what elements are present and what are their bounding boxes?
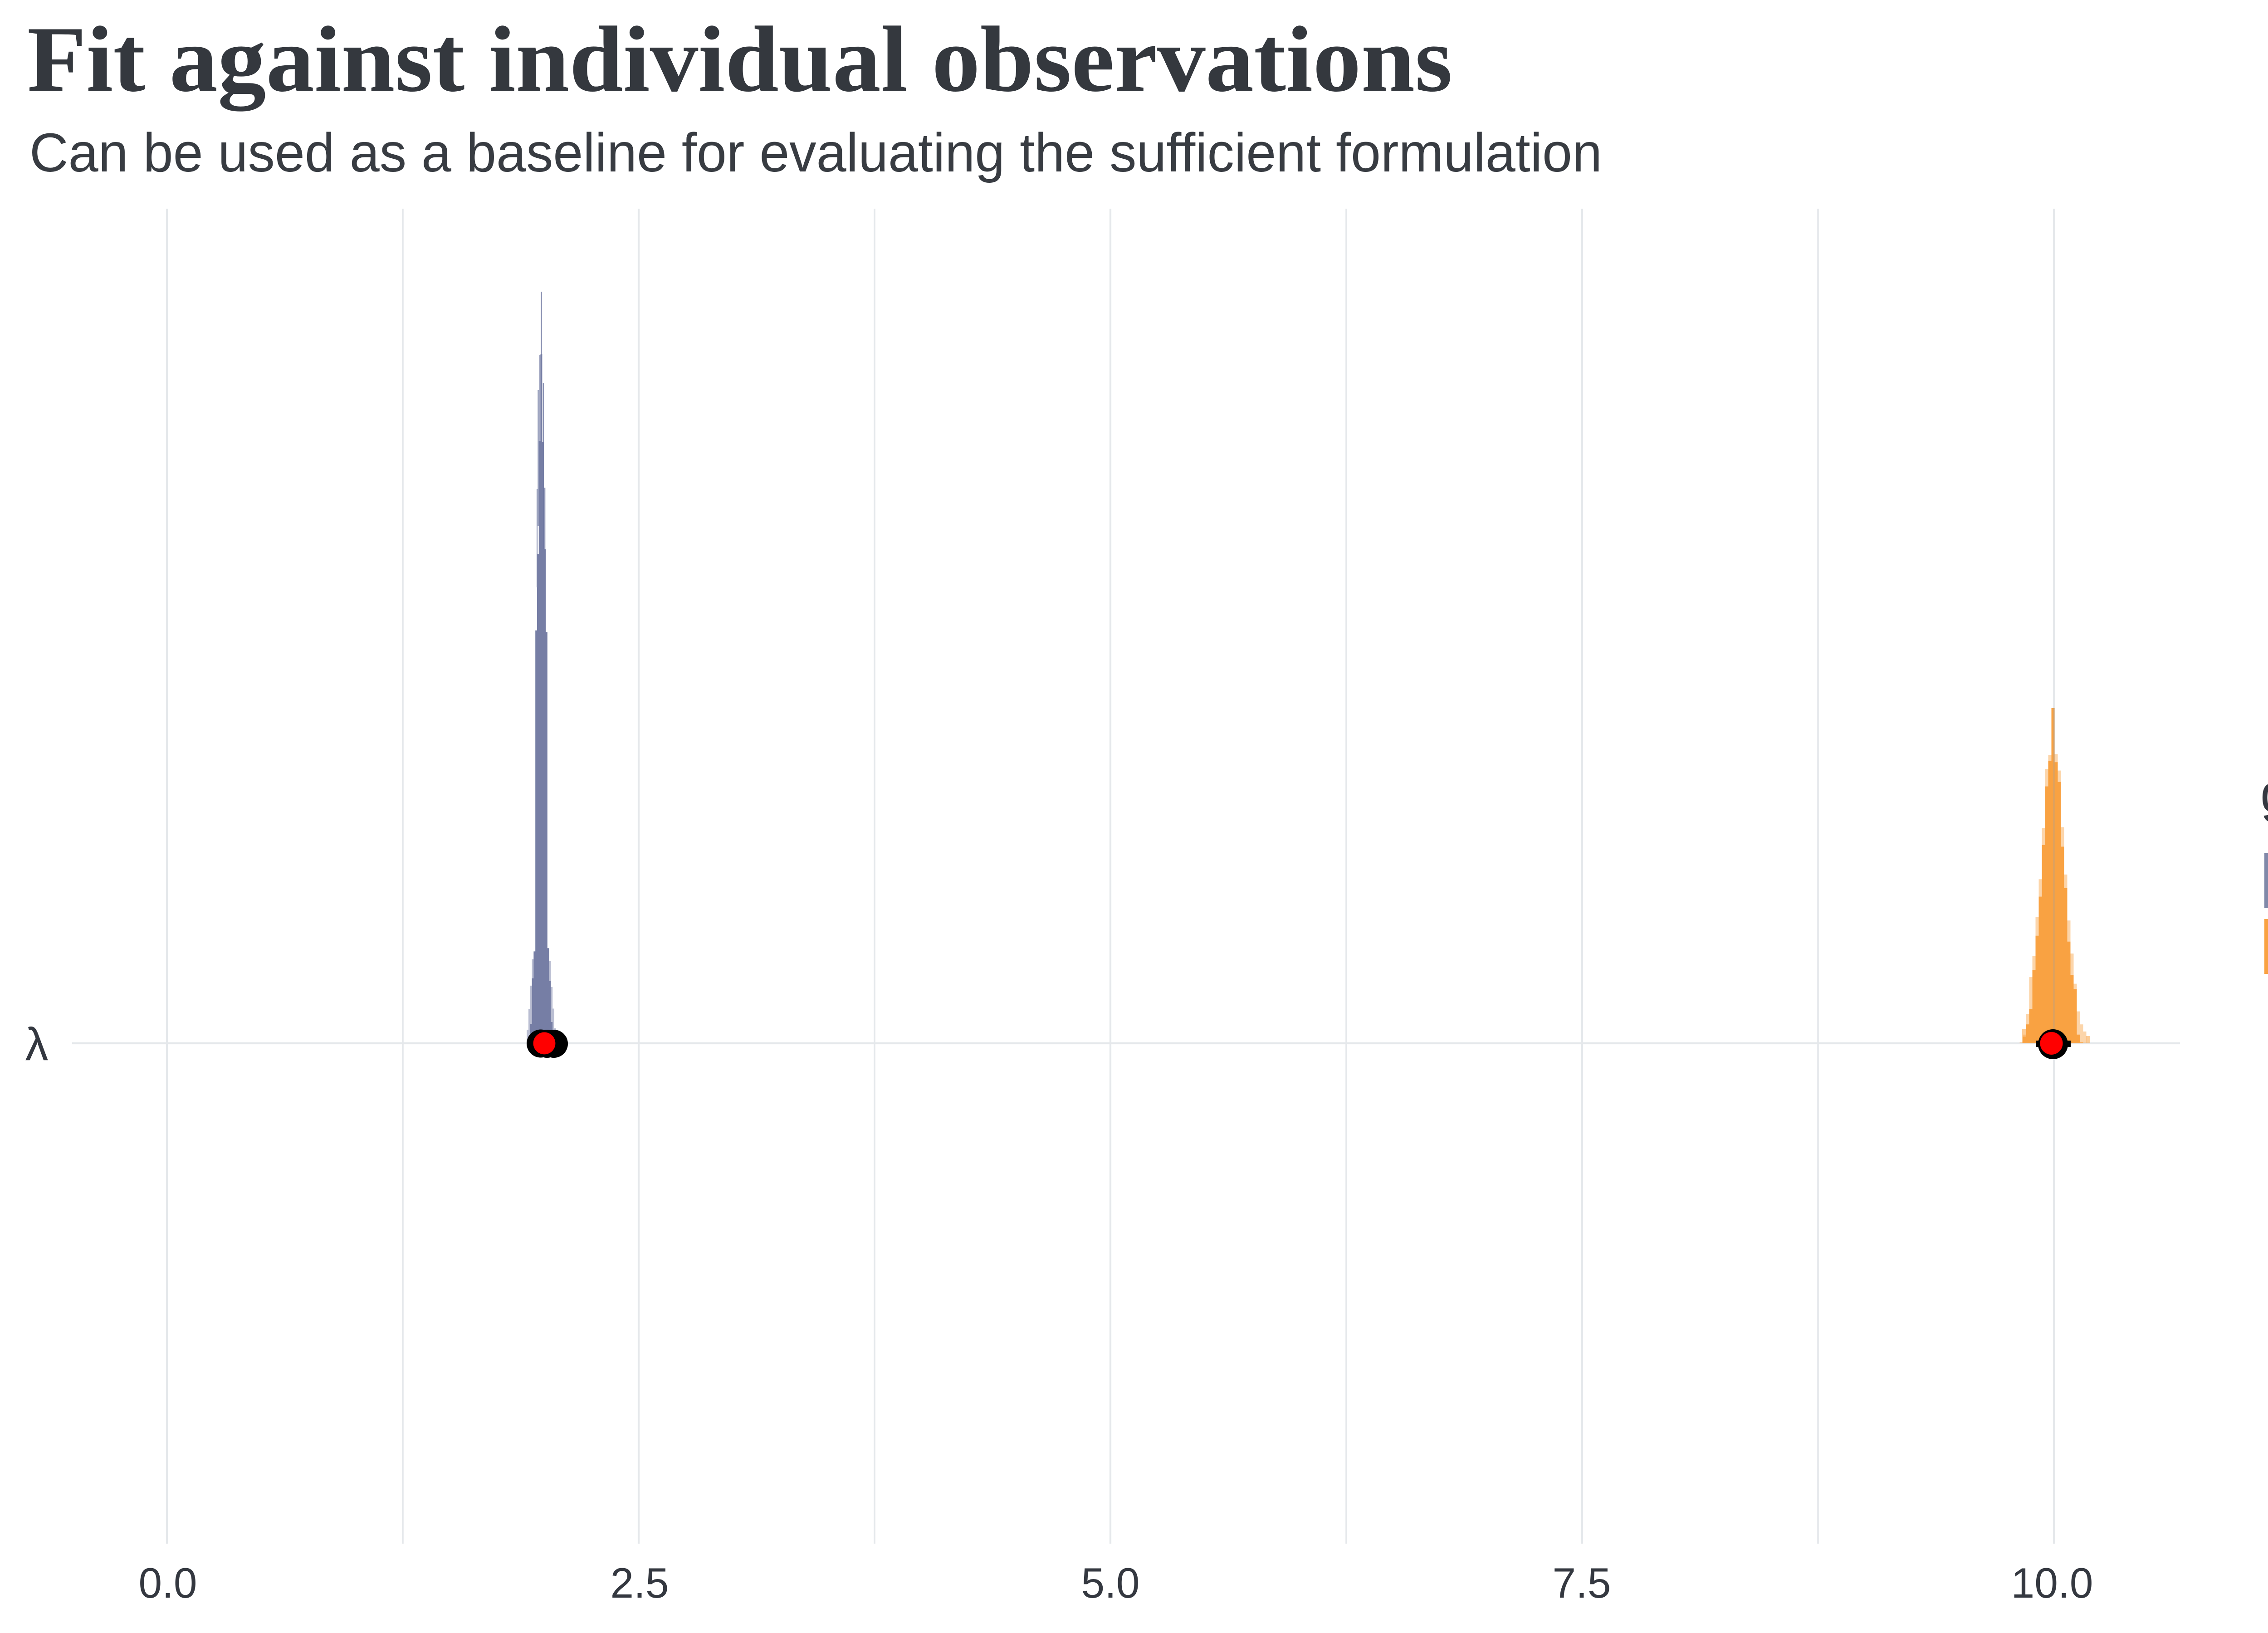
svg-text:λ: λ [25, 1018, 49, 1070]
svg-text:2.5: 2.5 [611, 1559, 669, 1607]
svg-text:0.0: 0.0 [139, 1559, 197, 1607]
svg-text:Can be used as a baseline for: Can be used as a baseline for evaluating… [29, 122, 1602, 183]
svg-text:7.5: 7.5 [1553, 1559, 1611, 1607]
svg-text:Fit against individual observa: Fit against individual observations [27, 7, 1452, 112]
svg-text:10.0: 10.0 [2011, 1559, 2093, 1607]
svg-text:group: group [2260, 763, 2268, 823]
svg-text:5.0: 5.0 [1081, 1559, 1140, 1607]
